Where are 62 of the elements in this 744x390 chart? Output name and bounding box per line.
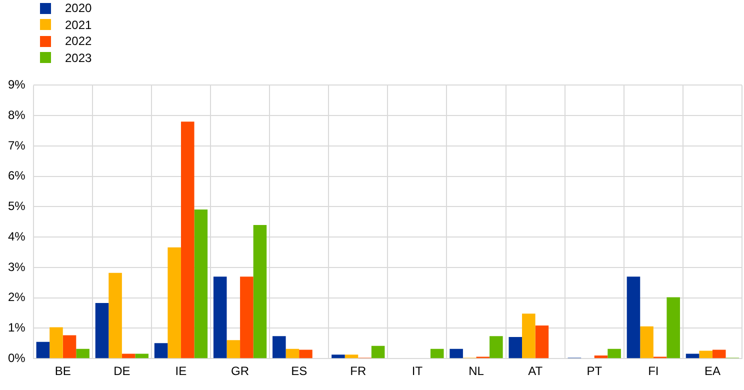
bar bbox=[332, 354, 345, 358]
bar bbox=[371, 346, 385, 358]
bar bbox=[594, 356, 608, 358]
x-tick-label: FR bbox=[350, 364, 366, 378]
y-tick-label: 9% bbox=[8, 78, 26, 92]
bar bbox=[508, 337, 522, 358]
y-tick-label: 7% bbox=[8, 138, 26, 152]
bar bbox=[122, 354, 136, 358]
bar bbox=[686, 354, 700, 358]
legend-label: 2023 bbox=[65, 50, 92, 66]
y-tick-label: 5% bbox=[8, 199, 26, 214]
x-tick-label: DE bbox=[114, 364, 130, 378]
y-tick-label: 4% bbox=[8, 229, 26, 244]
legend-label: 2021 bbox=[65, 16, 92, 33]
bar bbox=[272, 336, 286, 358]
bar bbox=[168, 247, 181, 358]
x-tick-label: PT bbox=[586, 364, 603, 378]
bar bbox=[608, 348, 621, 358]
x-tick-label: IT bbox=[412, 364, 424, 378]
x-tick-label: IE bbox=[175, 364, 187, 378]
bar bbox=[240, 276, 254, 358]
bar bbox=[490, 336, 503, 358]
bar bbox=[194, 209, 208, 358]
bar bbox=[430, 348, 444, 358]
bar bbox=[108, 272, 122, 358]
bar bbox=[450, 348, 463, 358]
bar bbox=[299, 350, 312, 358]
legend-label: 2020 bbox=[65, 0, 92, 16]
y-tick-label: 8% bbox=[8, 108, 26, 122]
bar bbox=[226, 340, 240, 358]
bar bbox=[344, 354, 358, 358]
bar bbox=[76, 348, 90, 358]
bar bbox=[135, 354, 148, 358]
x-tick-label: BE bbox=[54, 364, 71, 378]
bar bbox=[253, 224, 267, 358]
bar bbox=[699, 350, 712, 358]
bar bbox=[522, 314, 536, 358]
bar bbox=[213, 276, 227, 358]
x-tick-label: AT bbox=[528, 364, 544, 378]
y-tick-label: 0% bbox=[8, 350, 26, 365]
bar bbox=[154, 343, 168, 358]
y-tick-label: 2% bbox=[8, 290, 26, 304]
x-tick-label: FI bbox=[648, 364, 659, 378]
bar bbox=[62, 335, 76, 358]
bar bbox=[36, 342, 50, 358]
x-tick-label: GR bbox=[231, 364, 250, 378]
bar bbox=[95, 303, 109, 358]
y-tick-label: 1% bbox=[8, 320, 26, 335]
y-tick-label: 6% bbox=[8, 168, 26, 183]
bar bbox=[712, 350, 726, 358]
bar bbox=[50, 327, 63, 358]
x-tick-label: NL bbox=[468, 364, 484, 378]
bar bbox=[286, 348, 300, 358]
bar bbox=[640, 326, 654, 358]
bar bbox=[535, 325, 549, 358]
x-tick-label: ES bbox=[291, 364, 308, 378]
bar bbox=[626, 276, 640, 358]
bar bbox=[180, 122, 194, 358]
x-tick-label: EA bbox=[704, 364, 720, 378]
legend-label: 2022 bbox=[65, 33, 92, 50]
y-tick-label: 3% bbox=[8, 260, 26, 274]
bar bbox=[666, 297, 680, 358]
